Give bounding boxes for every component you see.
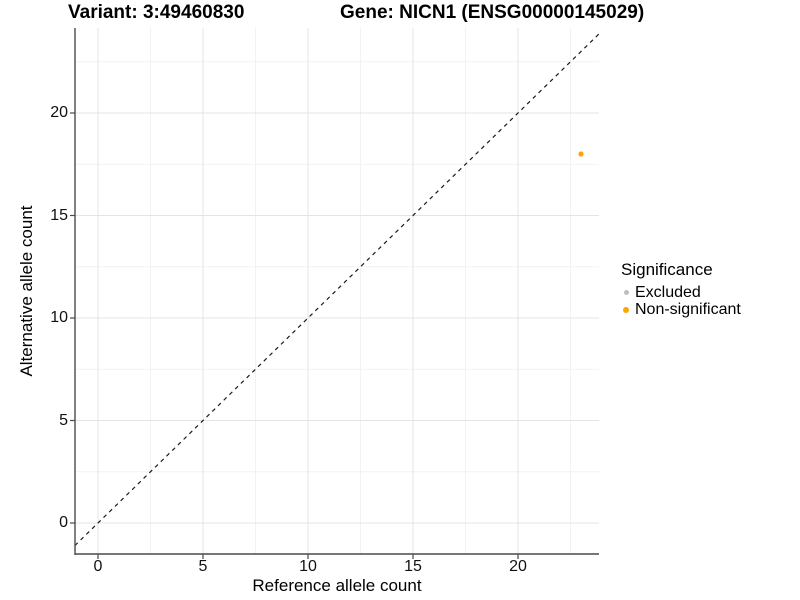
x-tick-label: 5: [198, 558, 208, 575]
y-tick-label: 5: [59, 411, 68, 429]
x-tick-label: 0: [93, 558, 103, 575]
variant-title: Variant: 3:49460830: [68, 2, 245, 23]
x-tick-label: 20: [509, 558, 527, 575]
gene-title: Gene: NICN1 (ENSG00000145029): [340, 2, 645, 23]
legend-item: Non-significant: [619, 301, 741, 318]
legend-item-label: Excluded: [635, 283, 701, 301]
legend-key: [619, 306, 633, 313]
legend-swatch-icon: [623, 290, 629, 295]
x-tick-label: 15: [404, 558, 422, 575]
y-tick-label: 20: [50, 104, 68, 121]
x-axis-title: Reference allele count: [252, 576, 422, 595]
legend-items: Excluded Non-significant: [619, 284, 741, 318]
data-point-non-significant: [578, 151, 584, 157]
legend-item: Excluded: [619, 284, 741, 301]
y-tick-label: 15: [50, 206, 68, 224]
legend-title: Significance: [621, 260, 713, 279]
y-tick-label: 10: [50, 309, 68, 326]
legend: Significance Excluded Non-significant: [619, 260, 741, 318]
legend-key: [619, 290, 633, 295]
identity-line: [74, 32, 601, 546]
y-axis-title: Alternative allele count: [17, 205, 36, 377]
y-tick-label: 0: [59, 514, 68, 531]
legend-swatch-icon: [623, 306, 629, 313]
legend-item-label: Non-significant: [635, 300, 741, 318]
x-tick-label: 10: [299, 558, 317, 575]
